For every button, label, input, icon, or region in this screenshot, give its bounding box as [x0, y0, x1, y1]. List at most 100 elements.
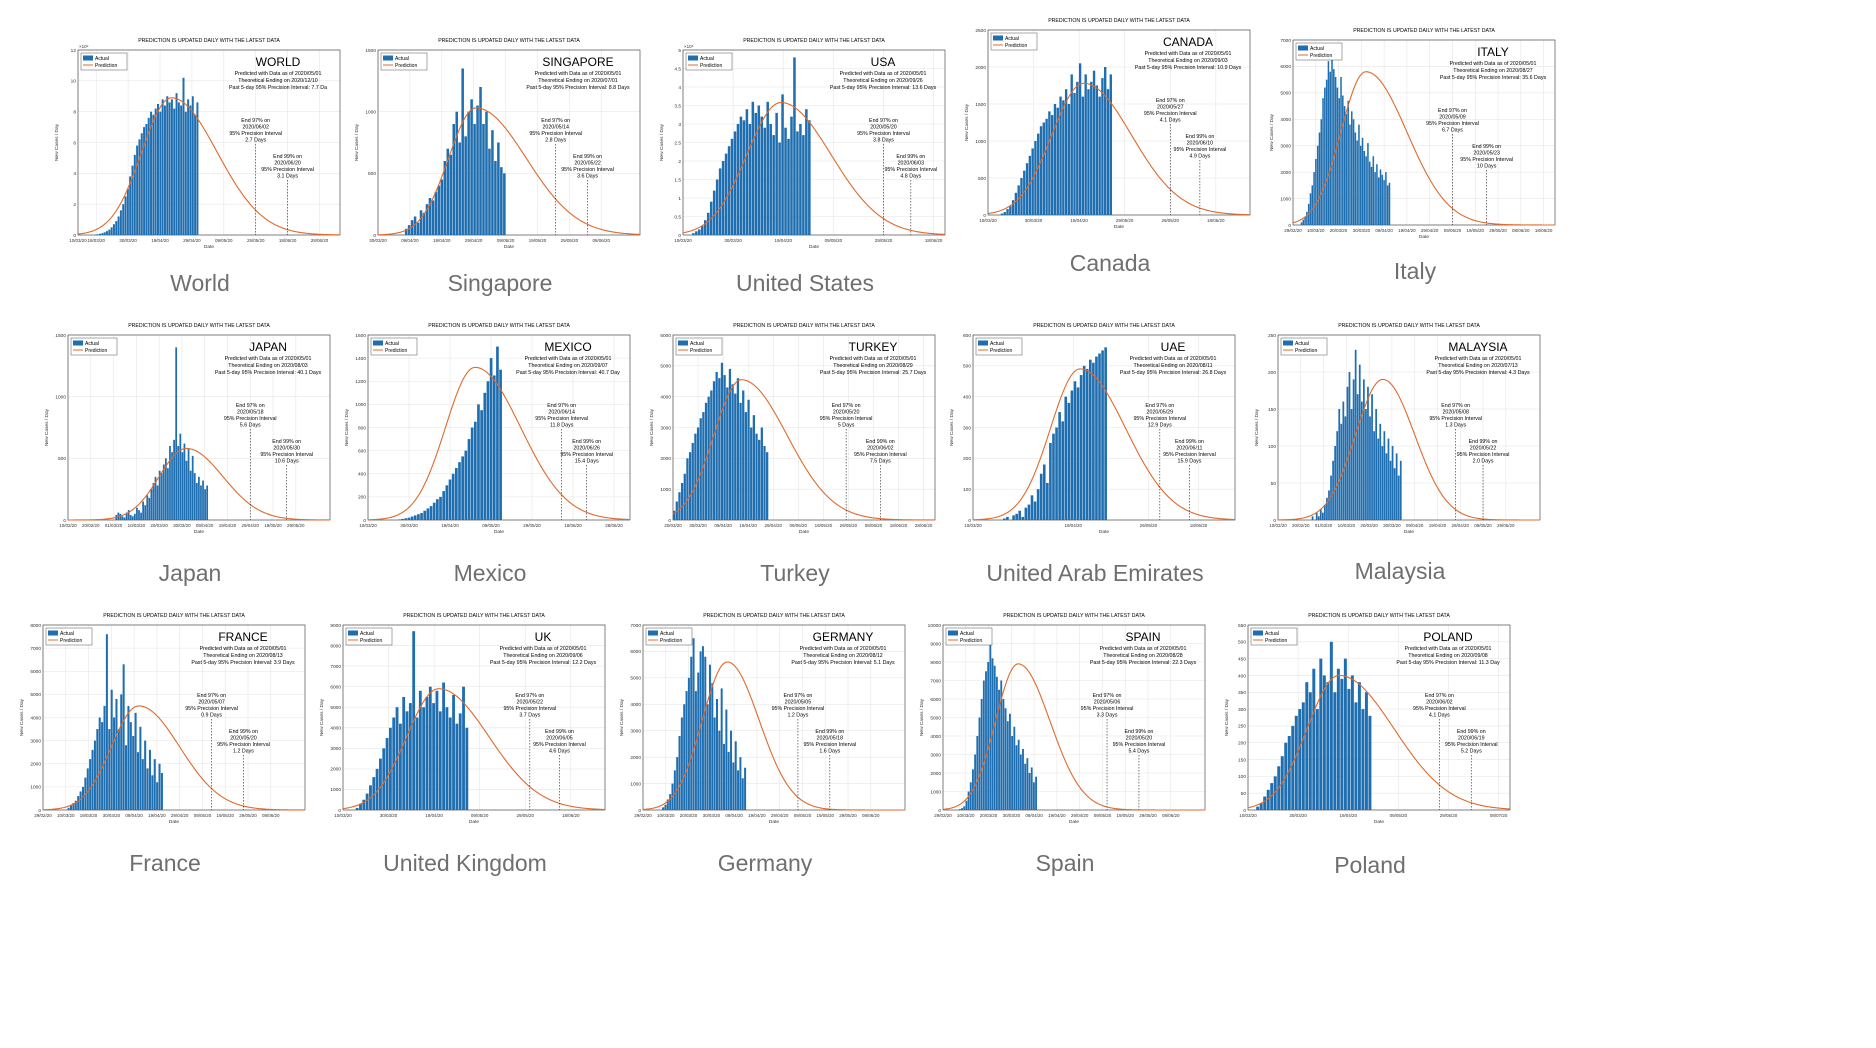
chart-panel: PREDICTION IS UPDATED DAILY WITH THE LAT… [1250, 315, 1550, 584]
y-tick-label: 1000 [660, 487, 671, 493]
x-tick-label: 30/03/20 [380, 813, 398, 818]
bar [124, 196, 127, 235]
bar [141, 759, 144, 810]
legend-label-actual: Actual [385, 341, 399, 347]
chart-panel: PREDICTION IS UPDATED DAILY WITH THE LAT… [15, 605, 315, 876]
end-marker-date: 2020/06/14 [548, 410, 575, 416]
end-marker-label: End 99% on [866, 439, 895, 445]
bar [678, 492, 681, 520]
bar [96, 729, 99, 810]
y-exponent: ×10⁴ [79, 44, 89, 49]
end-marker-interval: 4.9 Days [1189, 154, 1210, 160]
x-tick-label: 09/04/20 [1025, 813, 1043, 818]
bar [1370, 166, 1373, 225]
legend-label-prediction: Prediction [1265, 638, 1287, 644]
bar [694, 433, 697, 520]
bar [1329, 641, 1333, 810]
y-tick-label: 2000 [330, 767, 341, 773]
bar [139, 726, 142, 810]
bar [741, 778, 744, 810]
y-tick-label: 350 [1238, 690, 1246, 696]
bar [1395, 453, 1398, 520]
bar [425, 204, 429, 235]
axes-box [342, 624, 606, 811]
x-tick-label: 19/04/20 [433, 238, 451, 243]
bar [1052, 433, 1055, 520]
end-marker-interval-label: 95% Precision Interval [560, 452, 613, 458]
bar [1330, 475, 1332, 520]
bar [1050, 115, 1054, 215]
bar [763, 127, 766, 235]
bar [701, 225, 704, 235]
end-marker-interval: 1.2 Days [233, 749, 254, 755]
bar [1078, 63, 1082, 215]
axes-box [1277, 334, 1541, 521]
end-marker-date: 2020/05/20 [833, 410, 860, 416]
y-tick-label: 1000 [355, 402, 366, 408]
bar [405, 711, 409, 810]
y-tick-label: 10 [71, 79, 77, 85]
y-tick-label: 100 [1238, 774, 1246, 780]
y-tick-label: 500 [368, 171, 376, 177]
bar [175, 93, 178, 235]
end-marker-interval: 5.4 Days [1128, 749, 1149, 755]
x-tick-label: 19/04/20 [1398, 228, 1416, 233]
bar [156, 485, 159, 520]
x-tick-label: 18/06/20 [890, 523, 908, 528]
bar [1350, 409, 1353, 520]
x-tick-label: 19/04/20 [425, 813, 443, 818]
bar [140, 133, 143, 235]
bar [182, 77, 185, 235]
bar [146, 495, 149, 520]
end-marker-label: End 99% on [1472, 144, 1501, 150]
end-marker-label: End 99% on [1124, 729, 1153, 735]
y-tick-label: 50 [1241, 791, 1247, 797]
y-tick-label: 5000 [660, 364, 671, 370]
bar [407, 225, 411, 235]
x-tick-label: 09/04/20 [1375, 228, 1393, 233]
end-marker-label: End 99% on [545, 729, 574, 735]
legend-label-prediction: Prediction [360, 638, 382, 644]
bar [697, 672, 700, 810]
x-tick-label: 18/06/20 [562, 813, 580, 818]
chart-title: ITALY [1477, 45, 1509, 59]
chart-panel: PREDICTION IS UPDATED DAILY WITH THE LAT… [50, 30, 350, 296]
end-marker-date: 2020/06/02 [867, 446, 894, 452]
axes-box [682, 49, 946, 236]
bar [760, 427, 763, 520]
axes-box [972, 334, 1236, 521]
x-tick-label: 29/05/20 [1116, 218, 1134, 223]
x-tick-label: 09/05/20 [482, 523, 500, 528]
bar [438, 711, 442, 810]
chart-svg: PREDICTION IS UPDATED DAILY WITH THE LAT… [1224, 613, 1511, 825]
bar [461, 68, 464, 235]
end-marker-date: 2020/05/09 [1439, 115, 1466, 121]
bar [1079, 375, 1083, 520]
bar [202, 480, 204, 520]
axes-box [987, 29, 1251, 216]
y-axis-label: New Cases / Day [659, 123, 665, 161]
bar [712, 381, 716, 520]
bar [678, 736, 681, 810]
predicted-with-text: Predicted with Data as of 2020/05/01 [1405, 646, 1492, 652]
y-tick-label: 2000 [975, 65, 986, 71]
theoretical-ending-text: Theoretical Ending on 2020/08/03 [228, 363, 308, 369]
bar [108, 729, 111, 810]
bar [1009, 713, 1011, 810]
bar [805, 109, 808, 235]
bar [388, 727, 392, 810]
bar [408, 703, 412, 810]
x-tick-label: 28/06/20 [915, 523, 933, 528]
bar [1386, 185, 1389, 225]
x-tick-label: 29/04/20 [241, 523, 259, 528]
end-marker-interval-label: 95% Precision Interval [535, 416, 588, 422]
bar [1328, 490, 1330, 520]
bar [1361, 709, 1365, 810]
bar [976, 736, 979, 810]
x-tick-label: 10/03/20 [979, 218, 997, 223]
bar [189, 105, 192, 235]
chart-panel: PREDICTION IS UPDATED DAILY WITH THE LAT… [1265, 20, 1565, 284]
bar [1368, 715, 1372, 810]
